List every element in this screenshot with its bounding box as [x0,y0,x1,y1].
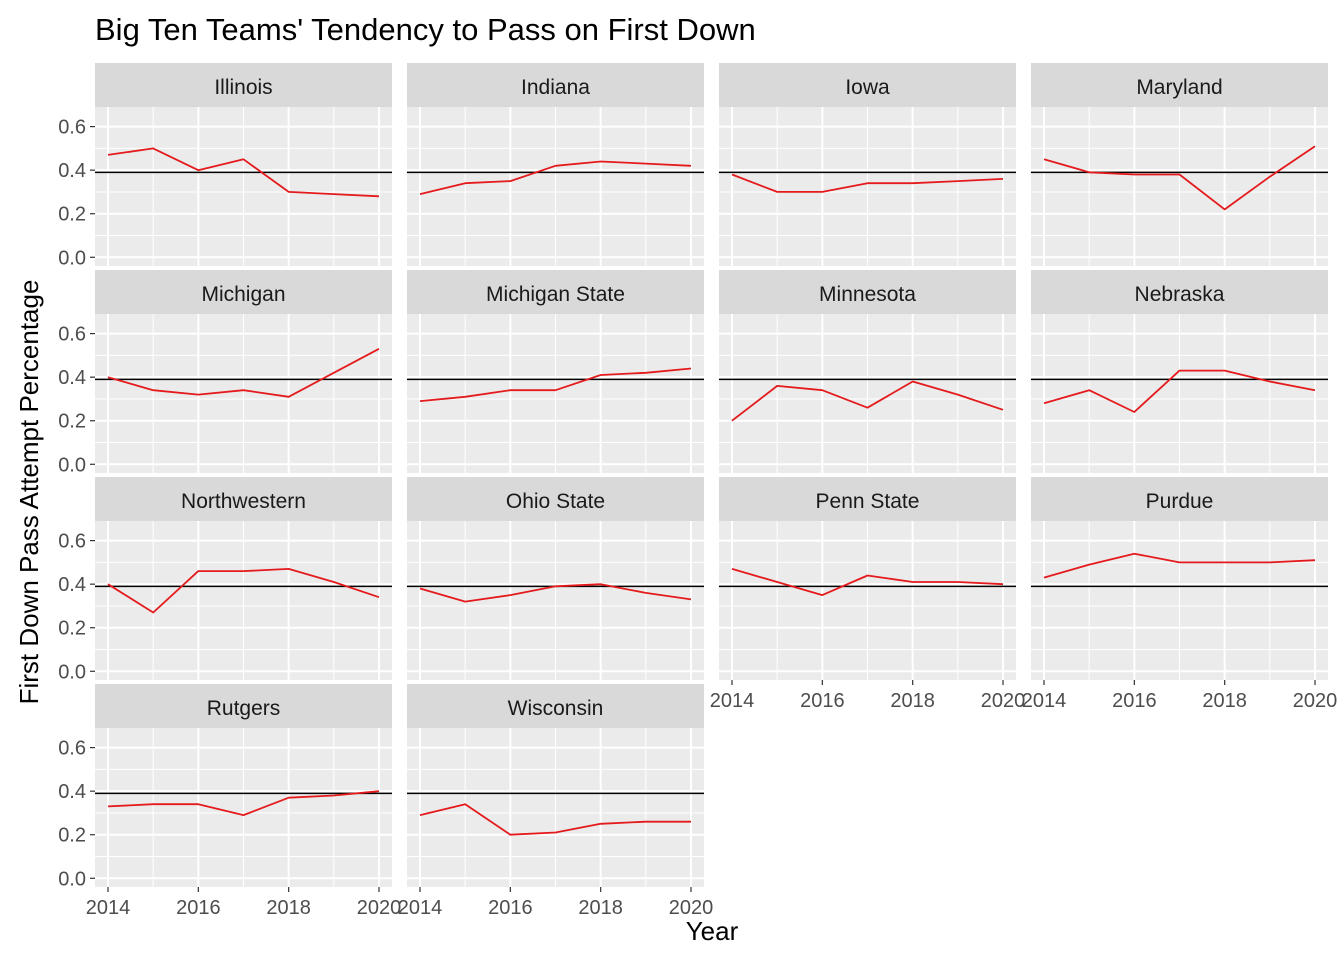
facet-strip [95,477,392,521]
facet-strip [95,63,392,107]
facet-strip-label: Purdue [1146,490,1214,513]
x-tick-label: 2020 [357,897,402,919]
facet-nebraska: Nebraska [1031,270,1328,473]
series-line-maryland [1043,145,1316,211]
x-tick-label: 2018 [1202,690,1247,712]
facet-strip [407,63,704,107]
facet-strip-label: Penn State [816,490,920,513]
facet-michigan: Michigan 0.0 0.2 0.4 0.6 [58,270,392,476]
facet-strip [719,270,1016,314]
y-tick-label: 0.6 [58,738,86,760]
facet-strip-label: Illinois [214,76,272,99]
facet-ohio-state: Ohio State [407,477,704,680]
facet-strip-label: Iowa [845,76,890,99]
series-line-indiana [419,160,692,195]
y-axis-title: First Down Pass Attempt Percentage [14,280,44,705]
facet-iowa: Iowa [719,63,1016,266]
facet-indiana: Indiana [407,63,704,266]
facet-strip-label: Maryland [1136,76,1222,99]
y-tick-label: 0.2 [58,618,86,640]
x-tick-label: 2020 [981,690,1026,712]
facet-strip-label: Indiana [521,76,590,99]
y-tick-label: 0.4 [58,160,86,182]
facet-strip [95,270,392,314]
facet-strip-label: Michigan State [486,283,625,306]
x-tick-label: 2014 [1022,690,1067,712]
facet-strip [95,684,392,728]
y-tick-label: 0.0 [58,454,86,476]
facet-strip-label: Ohio State [506,490,605,513]
facet-strip [1031,63,1328,107]
y-tick-label: 0.6 [58,324,86,346]
facet-rutgers: Rutgers 0.0 0.2 0.4 0.6 2014 2016 2018 2020 [58,684,401,919]
y-tick-label: 0.4 [58,367,86,389]
y-tick-label: 0.2 [58,204,86,226]
facet-strip-label: Wisconsin [508,697,604,720]
facet-strip [1031,477,1328,521]
y-tick-label: 0.4 [58,781,86,803]
x-tick-label: 2016 [1112,690,1157,712]
facet-strip-label: Rutgers [207,697,281,720]
facet-strip-label: Northwestern [181,490,306,513]
facet-strip [1031,270,1328,314]
series-line-nebraska [1043,369,1316,413]
facet-strip-label: Minnesota [819,283,916,306]
facet-illinois: Illinois 0.0 0.2 0.4 0.6 [58,63,392,269]
facet-strip [719,477,1016,521]
x-tick-label: 2016 [800,690,845,712]
x-axis-title: Year [686,916,739,946]
y-tick-label: 0.6 [58,531,86,553]
y-tick-label: 0.2 [58,411,86,433]
x-tick-label: 2016 [488,897,533,919]
series-line-purdue [1043,552,1316,579]
x-tick-label: 2016 [176,897,221,919]
x-tick-label: 2018 [578,897,623,919]
x-tick-label: 2014 [398,897,443,919]
facet-purdue: Purdue 2014 2016 2018 2020 [1022,477,1338,712]
facet-northwestern: Northwestern 0.0 0.2 0.4 0.6 [58,477,392,683]
x-tick-label: 2018 [266,897,311,919]
y-tick-label: 0.0 [58,868,86,890]
y-tick-label: 0.0 [58,247,86,269]
x-tick-label: 2014 [86,897,131,919]
x-tick-label: 2020 [669,897,714,919]
facet-strip [719,63,1016,107]
y-tick-label: 0.6 [58,117,86,139]
series-line-wisconsin [419,803,691,836]
series-line-minnesota [731,380,1004,422]
facet-strip [407,270,704,314]
y-tick-label: 0.4 [58,574,86,596]
series-line-michigan [107,348,380,398]
facet-michigan-state: Michigan State [407,270,704,473]
x-tick-label: 2018 [890,690,935,712]
facet-strip [407,477,704,521]
facet-strip-label: Nebraska [1135,283,1225,306]
y-tick-label: 0.0 [58,661,86,683]
facet-maryland: Maryland [1031,63,1328,266]
series-line-northwestern [107,568,380,614]
chart-title: Big Ten Teams' Tendency to Pass on First… [95,12,756,47]
series-line-rutgers [107,790,380,816]
series-line-illinois [107,147,380,198]
series-line-michigan-state [419,367,692,402]
series-line-iowa [731,173,1004,193]
facet-strip-label: Michigan [201,283,285,306]
series-line-penn-state [731,568,1004,596]
series-line-ohio-state [419,583,692,603]
facet-wisconsin: Wisconsin 2014 2016 2018 2020 [398,684,714,919]
x-tick-label: 2020 [1293,690,1338,712]
facet-penn-state: Penn State 2014 2016 2018 2020 [710,477,1026,712]
x-tick-label: 2014 [710,690,755,712]
facet-minnesota: Minnesota [719,270,1016,473]
y-tick-label: 0.2 [58,825,86,847]
facet-strip [407,684,704,728]
facet-grid: Illinois 0.0 0.2 0.4 0.6 Indiana Iowa Maryland M… [58,63,1337,919]
